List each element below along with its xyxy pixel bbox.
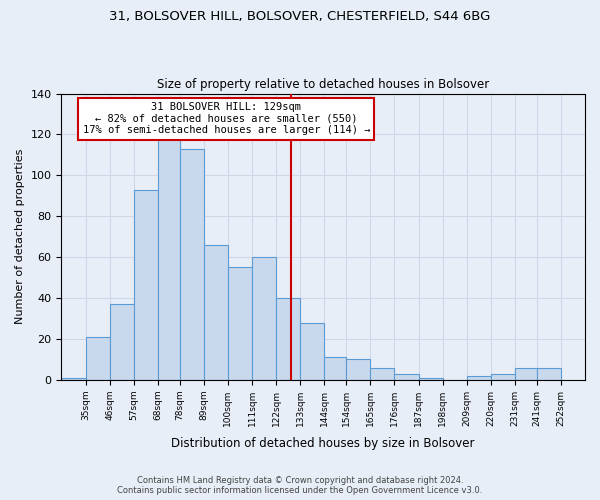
Bar (537, 368, 561, 380)
Bar (276, 298, 300, 380)
Bar (370, 368, 394, 380)
Text: 31 BOLSOVER HILL: 129sqm
← 82% of detached houses are smaller (550)
17% of semi-: 31 BOLSOVER HILL: 129sqm ← 82% of detach… (83, 102, 370, 136)
Bar (86, 337, 110, 380)
Bar (491, 374, 515, 380)
Bar (252, 257, 276, 380)
Text: 31, BOLSOVER HILL, BOLSOVER, CHESTERFIELD, S44 6BG: 31, BOLSOVER HILL, BOLSOVER, CHESTERFIEL… (109, 10, 491, 23)
Bar (394, 374, 419, 380)
Bar (467, 376, 491, 380)
Bar (515, 368, 537, 380)
Bar (324, 358, 346, 380)
X-axis label: Distribution of detached houses by size in Bolsover: Distribution of detached houses by size … (172, 437, 475, 450)
Text: Contains HM Land Registry data © Crown copyright and database right 2024.
Contai: Contains HM Land Registry data © Crown c… (118, 476, 482, 495)
Title: Size of property relative to detached houses in Bolsover: Size of property relative to detached ho… (157, 78, 490, 91)
Bar (134, 190, 158, 380)
Y-axis label: Number of detached properties: Number of detached properties (15, 149, 25, 324)
Bar (300, 322, 324, 380)
Bar (158, 138, 180, 380)
Bar (180, 149, 204, 380)
Bar (61, 378, 86, 380)
Bar (346, 360, 370, 380)
Bar (110, 304, 134, 380)
Bar (228, 268, 252, 380)
Bar (204, 245, 228, 380)
Bar (419, 378, 443, 380)
